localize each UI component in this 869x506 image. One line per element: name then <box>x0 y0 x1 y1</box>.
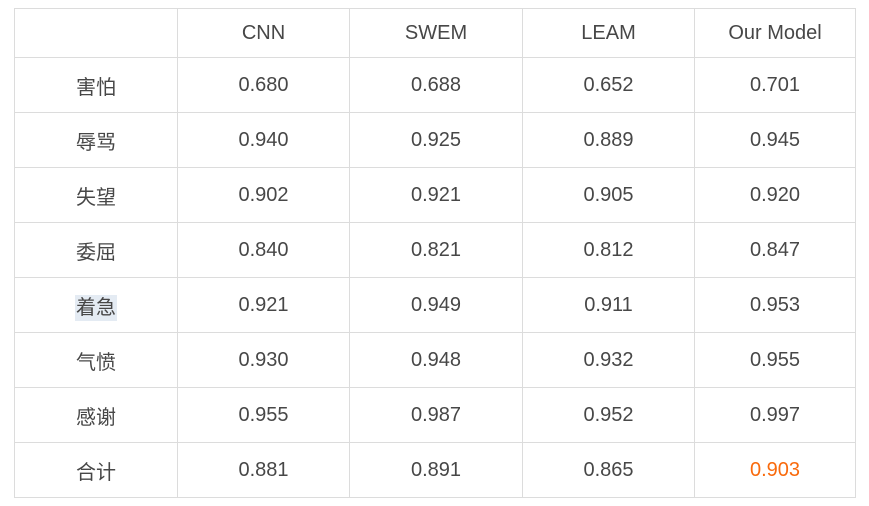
column-header: CNN <box>177 8 350 58</box>
metric-cell: 0.821 <box>349 222 523 278</box>
row-label: 感谢 <box>14 387 178 443</box>
row-label: 失望 <box>14 167 178 223</box>
metric-cell: 0.921 <box>349 167 523 223</box>
metric-cell: 0.952 <box>522 387 695 443</box>
metric-cell: 0.652 <box>522 57 695 113</box>
metric-cell: 0.889 <box>522 112 695 168</box>
row-label: 着急 <box>14 277 178 333</box>
results-table: CNN SWEM LEAM Our Model 害怕 0.680 0.688 0.652 0.… <box>14 8 856 498</box>
metric-cell: 0.911 <box>522 277 695 333</box>
row-label: 气愤 <box>14 332 178 388</box>
metric-cell: 0.891 <box>349 442 523 498</box>
metric-cell: 0.921 <box>177 277 350 333</box>
row-label-text: 失望 <box>76 186 116 209</box>
table-row: 害怕 0.680 0.688 0.652 0.701 <box>14 57 856 113</box>
metric-cell: 0.953 <box>694 277 856 333</box>
table-row: 感谢 0.955 0.987 0.952 0.997 <box>14 387 856 443</box>
row-label-text: 气愤 <box>76 351 116 374</box>
column-header: Our Model <box>694 8 856 58</box>
metric-cell: 0.881 <box>177 442 350 498</box>
metric-cell: 0.945 <box>694 112 856 168</box>
metric-cell: 0.948 <box>349 332 523 388</box>
row-label-text-selected: 着急 <box>75 294 117 321</box>
table-row: 委屈 0.840 0.821 0.812 0.847 <box>14 222 856 278</box>
metric-cell: 0.997 <box>694 387 856 443</box>
column-header: LEAM <box>522 8 695 58</box>
metric-cell: 0.688 <box>349 57 523 113</box>
metric-cell: 0.987 <box>349 387 523 443</box>
table-row: 失望 0.902 0.921 0.905 0.920 <box>14 167 856 223</box>
metric-cell: 0.949 <box>349 277 523 333</box>
table-header: CNN SWEM LEAM Our Model <box>14 8 856 58</box>
row-label-text: 委屈 <box>76 241 116 264</box>
metric-cell-highlighted: 0.903 <box>694 442 856 498</box>
row-label-text: 辱骂 <box>76 131 116 154</box>
table-row: 辱骂 0.940 0.925 0.889 0.945 <box>14 112 856 168</box>
table-row: 合计 0.881 0.891 0.865 0.903 <box>14 442 856 498</box>
row-label: 合计 <box>14 442 178 498</box>
table-row: 着急 0.921 0.949 0.911 0.953 <box>14 277 856 333</box>
table-body: 害怕 0.680 0.688 0.652 0.701 辱骂 0.940 0.925 0.889 0… <box>14 57 856 498</box>
metric-cell: 0.940 <box>177 112 350 168</box>
table-row: 气愤 0.930 0.948 0.932 0.955 <box>14 332 856 388</box>
column-header: SWEM <box>349 8 523 58</box>
row-label: 害怕 <box>14 57 178 113</box>
metric-cell: 0.902 <box>177 167 350 223</box>
metric-cell: 0.930 <box>177 332 350 388</box>
metric-cell: 0.865 <box>522 442 695 498</box>
row-label-text: 感谢 <box>76 406 116 429</box>
metric-cell: 0.680 <box>177 57 350 113</box>
row-label-column-header <box>14 8 178 58</box>
metric-cell: 0.812 <box>522 222 695 278</box>
row-label: 委屈 <box>14 222 178 278</box>
metric-cell: 0.955 <box>177 387 350 443</box>
row-label: 辱骂 <box>14 112 178 168</box>
metric-cell: 0.840 <box>177 222 350 278</box>
metric-cell: 0.925 <box>349 112 523 168</box>
row-label-text: 合计 <box>76 461 116 484</box>
metric-cell: 0.920 <box>694 167 856 223</box>
metric-cell: 0.955 <box>694 332 856 388</box>
header-row: CNN SWEM LEAM Our Model <box>14 8 856 58</box>
metric-cell: 0.905 <box>522 167 695 223</box>
metric-cell: 0.701 <box>694 57 856 113</box>
metric-cell: 0.847 <box>694 222 856 278</box>
row-label-text: 害怕 <box>76 76 116 99</box>
metric-cell: 0.932 <box>522 332 695 388</box>
